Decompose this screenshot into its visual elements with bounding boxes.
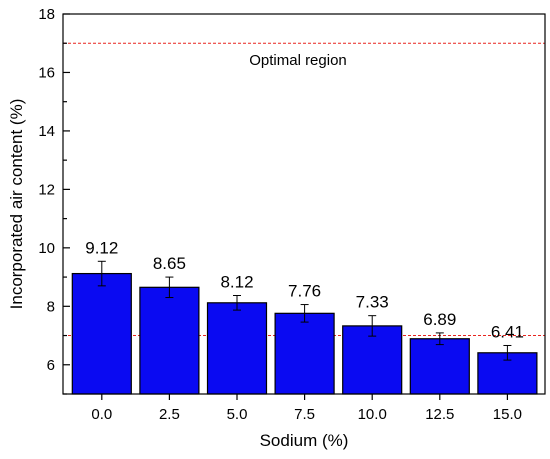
x-tick-label: 10.0 bbox=[358, 406, 387, 423]
x-axis-ticks: 0.0 2.5 5.0 7.5 10.0 12.5 15.0 bbox=[91, 394, 522, 423]
bar bbox=[71, 272, 132, 395]
x-tick-label: 2.5 bbox=[159, 406, 180, 423]
value-label: 6.41 bbox=[491, 322, 524, 341]
x-tick-label: 15.0 bbox=[493, 406, 522, 423]
x-tick-label: 0.0 bbox=[91, 406, 112, 423]
x-tick-label: 7.5 bbox=[294, 406, 315, 423]
y-tick-label: 12 bbox=[38, 181, 55, 198]
y-tick-label: 18 bbox=[38, 6, 55, 23]
y-tick-label: 16 bbox=[38, 64, 55, 81]
value-label: 6.89 bbox=[423, 310, 456, 329]
y-axis-ticks: 6 8 10 12 14 16 18 bbox=[38, 6, 70, 395]
value-label: 7.33 bbox=[356, 293, 389, 312]
optimal-region-annotation: Optimal region bbox=[249, 52, 347, 69]
y-tick-label: 6 bbox=[47, 357, 55, 374]
bar bbox=[206, 302, 268, 395]
y-tick-label: 14 bbox=[38, 123, 55, 140]
y-tick-label: 8 bbox=[47, 298, 55, 315]
bar bbox=[342, 325, 403, 395]
value-label: 7.76 bbox=[288, 282, 321, 301]
value-label: 9.12 bbox=[85, 238, 118, 257]
y-tick-label: 10 bbox=[38, 240, 55, 257]
value-label: 8.65 bbox=[153, 254, 186, 273]
value-labels: 9.12 8.65 8.12 7.76 7.33 6.89 6.41 bbox=[85, 238, 524, 341]
error-bars bbox=[97, 260, 512, 361]
y-axis-title: Incorporated air content (%) bbox=[7, 99, 26, 310]
bar bbox=[409, 338, 470, 395]
x-tick-label: 12.5 bbox=[425, 406, 454, 423]
bar bbox=[139, 286, 200, 395]
x-tick-label: 5.0 bbox=[227, 406, 248, 423]
bar bbox=[274, 312, 335, 395]
bars bbox=[71, 272, 538, 395]
value-label: 8.12 bbox=[220, 272, 253, 291]
x-axis-title: Sodium (%) bbox=[260, 431, 349, 450]
